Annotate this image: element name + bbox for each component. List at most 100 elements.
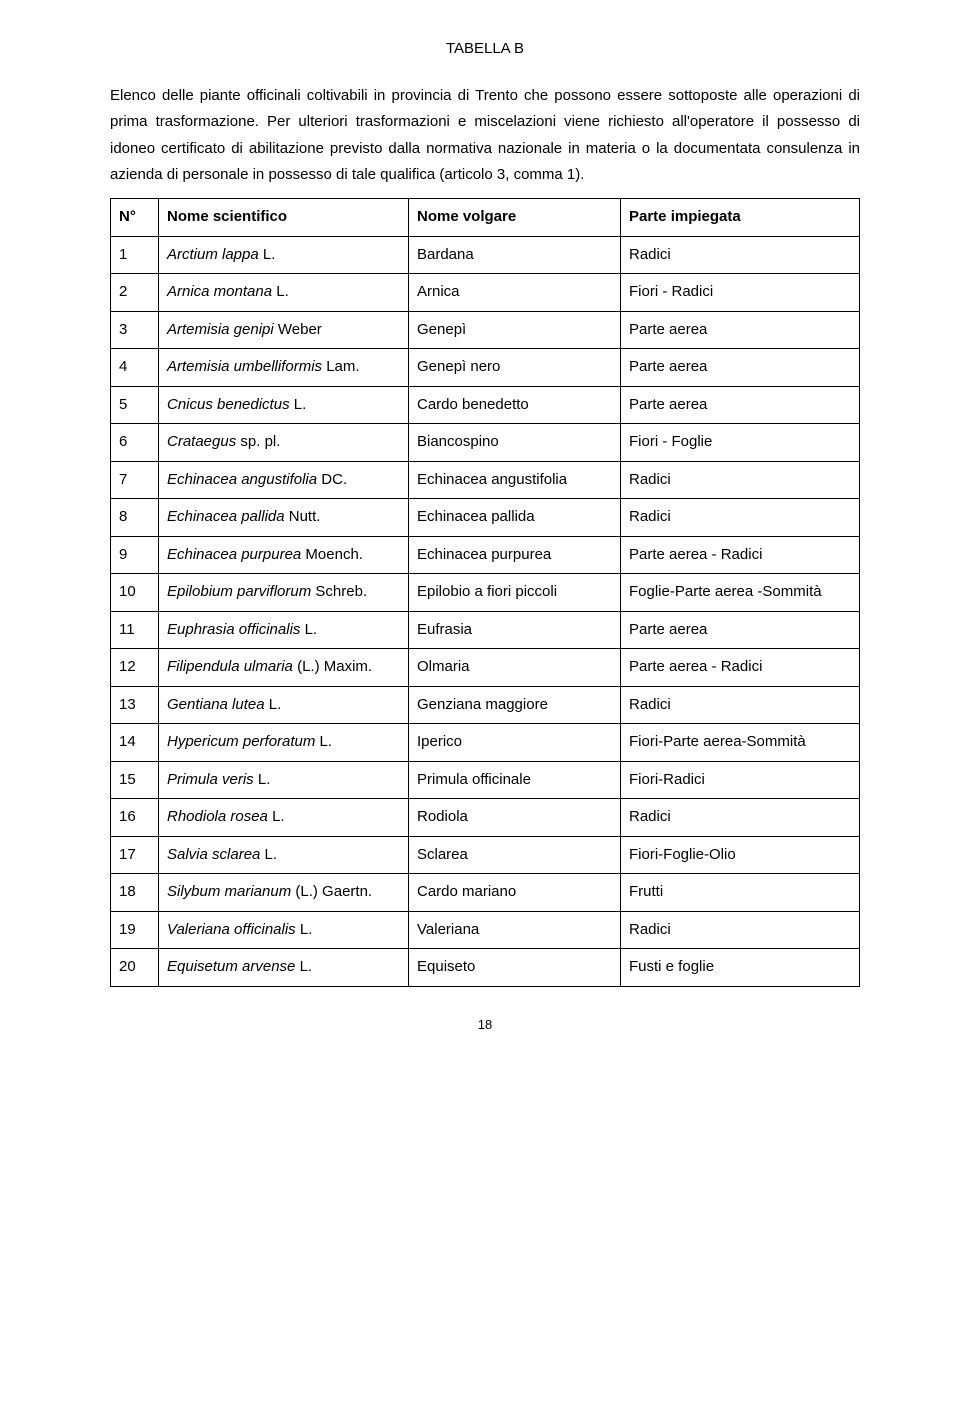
cell-vulgar: Genepì nero	[409, 349, 621, 387]
cell-part: Parte aerea - Radici	[621, 649, 860, 687]
cell-scientific: Equisetum arvense L.	[159, 949, 409, 987]
cell-vulgar: Bardana	[409, 236, 621, 274]
table-row: 2Arnica montana L.ArnicaFiori - Radici	[111, 274, 860, 312]
cell-part: Parte aerea	[621, 349, 860, 387]
cell-vulgar: Cardo mariano	[409, 874, 621, 912]
cell-vulgar: Eufrasia	[409, 611, 621, 649]
author-name: L.	[295, 958, 312, 975]
cell-part: Fiori-Parte aerea-Sommità	[621, 724, 860, 762]
intro-paragraph: Elenco delle piante officinali coltivabi…	[110, 83, 860, 188]
cell-vulgar: Epilobio a fiori piccoli	[409, 574, 621, 612]
scientific-name: Euphrasia officinalis	[167, 621, 300, 638]
cell-n: 7	[111, 461, 159, 499]
cell-part: Parte aerea	[621, 386, 860, 424]
author-name: L.	[265, 696, 282, 713]
cell-vulgar: Echinacea pallida	[409, 499, 621, 537]
cell-n: 15	[111, 761, 159, 799]
author-name: L.	[272, 283, 289, 300]
cell-n: 20	[111, 949, 159, 987]
scientific-name: Primula veris	[167, 771, 254, 788]
cell-vulgar: Equiseto	[409, 949, 621, 987]
table-row: 10Epilobium parviflorum Schreb.Epilobio …	[111, 574, 860, 612]
cell-scientific: Crataegus sp. pl.	[159, 424, 409, 462]
cell-n: 1	[111, 236, 159, 274]
scientific-name: Gentiana lutea	[167, 696, 265, 713]
table-row: 4Artemisia umbelliformis Lam.Genepì nero…	[111, 349, 860, 387]
cell-part: Radici	[621, 686, 860, 724]
cell-vulgar: Genepì	[409, 311, 621, 349]
cell-n: 4	[111, 349, 159, 387]
cell-n: 9	[111, 536, 159, 574]
scientific-name: Artemisia genipi	[167, 321, 274, 338]
scientific-name: Artemisia umbelliformis	[167, 358, 322, 375]
cell-n: 16	[111, 799, 159, 837]
scientific-name: Cnicus benedictus	[167, 396, 290, 413]
cell-part: Fusti e foglie	[621, 949, 860, 987]
scientific-name: Rhodiola rosea	[167, 808, 268, 825]
cell-part: Radici	[621, 911, 860, 949]
cell-vulgar: Echinacea angustifolia	[409, 461, 621, 499]
scientific-name: Equisetum arvense	[167, 958, 295, 975]
cell-vulgar: Biancospino	[409, 424, 621, 462]
cell-n: 18	[111, 874, 159, 912]
page-number: 18	[110, 1017, 860, 1032]
scientific-name: Salvia sclarea	[167, 846, 260, 863]
cell-n: 10	[111, 574, 159, 612]
author-name: L.	[300, 621, 317, 638]
cell-n: 11	[111, 611, 159, 649]
cell-vulgar: Primula officinale	[409, 761, 621, 799]
cell-scientific: Echinacea angustifolia DC.	[159, 461, 409, 499]
author-name: (L.) Maxim.	[293, 658, 372, 675]
cell-part: Fiori-Foglie-Olio	[621, 836, 860, 874]
table-row: 12Filipendula ulmaria (L.) Maxim.Olmaria…	[111, 649, 860, 687]
cell-n: 13	[111, 686, 159, 724]
cell-scientific: Artemisia genipi Weber	[159, 311, 409, 349]
table-row: 3Artemisia genipi WeberGenepìParte aerea	[111, 311, 860, 349]
cell-scientific: Euphrasia officinalis L.	[159, 611, 409, 649]
cell-n: 3	[111, 311, 159, 349]
scientific-name: Arctium lappa	[167, 246, 259, 263]
scientific-name: Silybum marianum	[167, 883, 291, 900]
scientific-name: Epilobium parviflorum	[167, 583, 311, 600]
col-header-vulgar: Nome volgare	[409, 199, 621, 237]
cell-scientific: Cnicus benedictus L.	[159, 386, 409, 424]
table-row: 20Equisetum arvense L.EquisetoFusti e fo…	[111, 949, 860, 987]
cell-part: Fiori - Foglie	[621, 424, 860, 462]
author-name: L.	[268, 808, 285, 825]
col-header-part: Parte impiegata	[621, 199, 860, 237]
cell-scientific: Epilobium parviflorum Schreb.	[159, 574, 409, 612]
author-name: L.	[260, 846, 277, 863]
author-name: L.	[259, 246, 276, 263]
table-row: 17Salvia sclarea L.SclareaFiori-Foglie-O…	[111, 836, 860, 874]
table-row: 1Arctium lappa L.BardanaRadici	[111, 236, 860, 274]
cell-vulgar: Cardo benedetto	[409, 386, 621, 424]
table-row: 18Silybum marianum (L.) Gaertn.Cardo mar…	[111, 874, 860, 912]
col-header-n: N°	[111, 199, 159, 237]
scientific-name: Echinacea purpurea	[167, 546, 301, 563]
cell-part: Parte aerea - Radici	[621, 536, 860, 574]
cell-vulgar: Genziana maggiore	[409, 686, 621, 724]
cell-scientific: Gentiana lutea L.	[159, 686, 409, 724]
author-name: Lam.	[322, 358, 360, 375]
cell-part: Parte aerea	[621, 311, 860, 349]
table-row: 5Cnicus benedictus L.Cardo benedettoPart…	[111, 386, 860, 424]
cell-part: Radici	[621, 799, 860, 837]
cell-n: 6	[111, 424, 159, 462]
table-row: 8Echinacea pallida Nutt.Echinacea pallid…	[111, 499, 860, 537]
cell-scientific: Salvia sclarea L.	[159, 836, 409, 874]
cell-scientific: Arnica montana L.	[159, 274, 409, 312]
cell-part: Radici	[621, 236, 860, 274]
scientific-name: Valeriana officinalis	[167, 921, 296, 938]
col-header-scientific: Nome scientifico	[159, 199, 409, 237]
cell-scientific: Arctium lappa L.	[159, 236, 409, 274]
table-row: 11Euphrasia officinalis L.EufrasiaParte …	[111, 611, 860, 649]
cell-n: 14	[111, 724, 159, 762]
scientific-name: Filipendula ulmaria	[167, 658, 293, 675]
author-name: sp. pl.	[236, 433, 280, 450]
table-row: 9Echinacea purpurea Moench.Echinacea pur…	[111, 536, 860, 574]
scientific-name: Hypericum perforatum	[167, 733, 315, 750]
plant-table: N° Nome scientifico Nome volgare Parte i…	[110, 198, 860, 987]
cell-vulgar: Arnica	[409, 274, 621, 312]
cell-vulgar: Iperico	[409, 724, 621, 762]
cell-scientific: Artemisia umbelliformis Lam.	[159, 349, 409, 387]
